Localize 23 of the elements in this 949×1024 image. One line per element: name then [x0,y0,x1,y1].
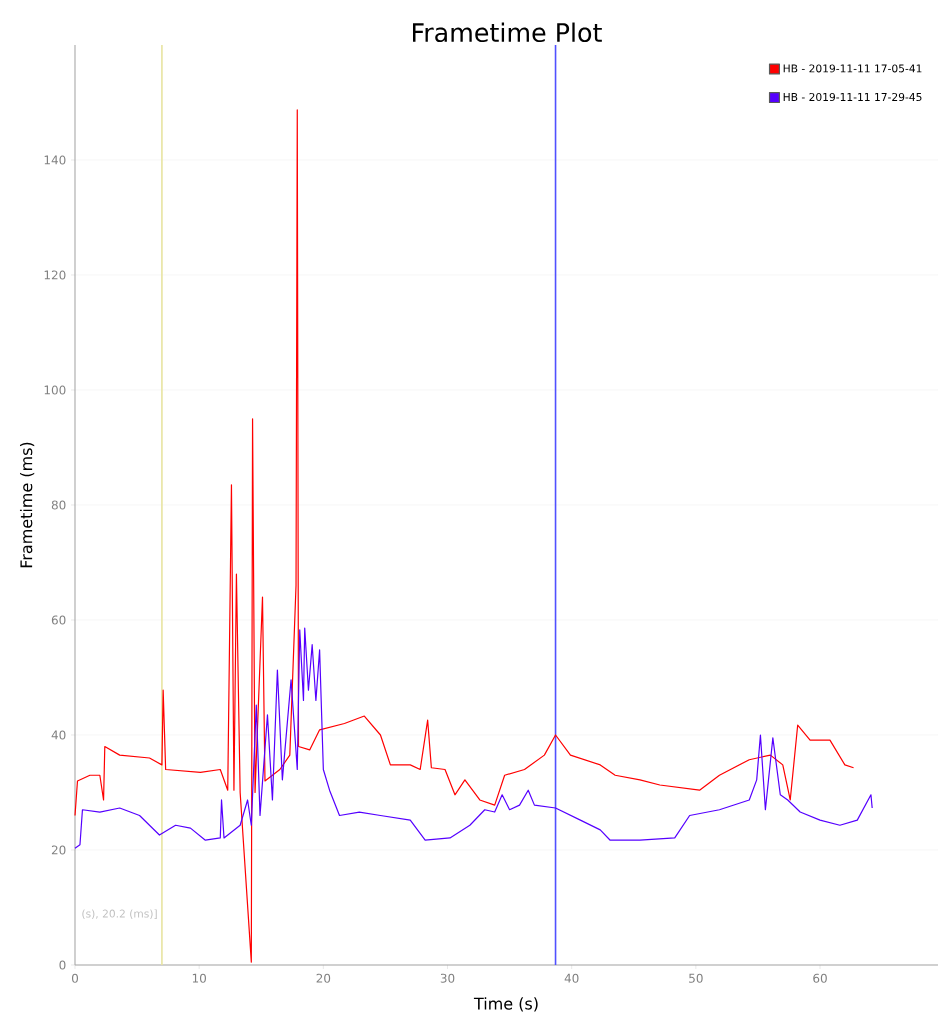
annotation: (s), 20.2 (ms)] [82,909,157,919]
line-series [74,109,855,963]
x-tick-label: 30 [440,973,455,983]
x-tick-label: 10 [192,973,207,983]
x-tick-label: 0 [71,973,79,983]
y-tick-label: 0 [59,960,66,970]
y-tick-label: 100 [44,385,66,395]
line-series [74,627,873,849]
x-tick-label: 60 [813,973,827,983]
y-tick-label: 80 [51,500,66,510]
legend-label: HB - 2019-11-11 17-29-45 [783,92,922,102]
x-tick-label: 20 [316,973,331,983]
legend-label: HB - 2019-11-11 17-05-41 [783,64,922,73]
y-tick-label: 60 [51,615,66,625]
chart-title: Frametime Plot [413,22,602,43]
x-tick-label: 50 [689,973,703,983]
y-tick-label: 140 [44,155,66,165]
x-tick-label: 40 [564,973,579,983]
y-tick-label: 40 [51,730,66,740]
y-tick-label: 120 [44,270,66,280]
y-axis-title: Frametime (ms) [19,442,35,568]
y-tick-label: 20 [51,845,66,855]
x-axis-title: Time (s) [473,997,538,1012]
